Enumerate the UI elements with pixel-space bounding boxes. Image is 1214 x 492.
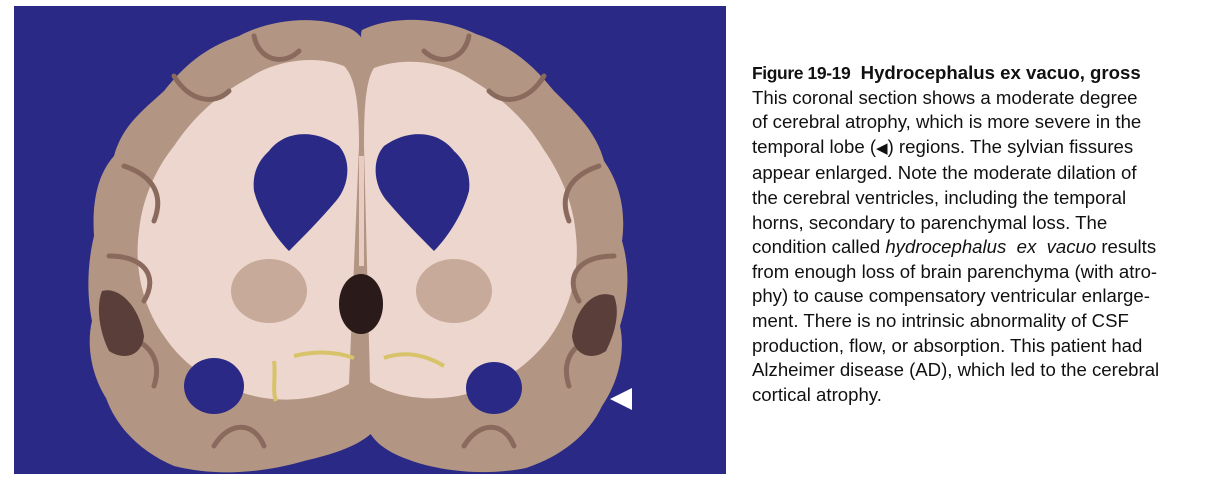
caption-italic-term: hydrocephalus ex vacuo — [885, 236, 1097, 258]
figure-caption: Figure 19-19 Hydrocephalus ex vacuo, gro… — [752, 61, 1202, 407]
right-lateral-ventricle — [375, 134, 470, 251]
caption-line: temporal lobe (◀) regions. The sylvian f… — [752, 135, 1202, 162]
caption-text: temporal lobe ( — [752, 135, 877, 157]
caption-text: ) regions. The sylvian fissures — [887, 135, 1134, 157]
caption-line: cortical atrophy. — [752, 383, 882, 405]
left-sylvian-fissure — [98, 290, 144, 356]
caption-line: condition called hydrocephalus ex vacuo … — [752, 235, 1202, 260]
right-sylvian-fissure — [572, 294, 617, 356]
caption-line: horns, secondary to parenchymal loss. Th… — [752, 211, 1108, 233]
temporal-lobe-arrowhead — [610, 388, 632, 410]
brain-coronal-section-image — [14, 6, 726, 474]
figure-title: Hydrocephalus ex vacuo, gross — [860, 62, 1141, 83]
caption-heading-line: Figure 19-19 Hydrocephalus ex vacuo, gro… — [752, 61, 1202, 86]
right-temporal-horn — [466, 362, 522, 414]
left-lateral-ventricle — [253, 134, 348, 251]
caption-line: This coronal section shows a moderate de… — [752, 86, 1138, 108]
caption-line: of cerebral atrophy, which is more sever… — [752, 111, 1142, 133]
caption-line: production, flow, or absorption. This pa… — [752, 334, 1143, 356]
figure-number: Figure 19-19 — [752, 63, 851, 83]
cortical-sulci — [106, 33, 617, 449]
caption-line: from enough loss of brain parenchyma (wi… — [752, 260, 1158, 282]
brain-section-photo — [14, 6, 726, 474]
third-ventricle — [339, 274, 383, 334]
left-temporal-horn — [184, 358, 244, 414]
caption-line: Alzheimer disease (AD), which led to the… — [752, 359, 1160, 381]
left-arrowhead-icon: ◀ — [876, 139, 888, 157]
caption-text: condition called — [752, 236, 886, 258]
caption-line: ment. There is no intrinsic abnormality … — [752, 309, 1129, 331]
vessels — [272, 350, 446, 402]
caption-text: results — [1096, 236, 1157, 258]
caption-line: the cerebral ventricles, including the t… — [752, 186, 1127, 208]
caption-line: appear enlarged. Note the moderate dilat… — [752, 162, 1137, 184]
caption-line: phy) to cause compensatory ventricular e… — [752, 285, 1150, 307]
